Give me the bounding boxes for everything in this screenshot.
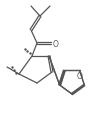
Text: O: O	[53, 39, 59, 48]
Text: O: O	[77, 72, 83, 81]
